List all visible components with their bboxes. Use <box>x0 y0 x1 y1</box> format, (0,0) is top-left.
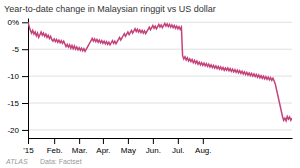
x-tick-mark <box>54 138 55 144</box>
x-tick-mark <box>153 138 154 144</box>
x-tick-label: Aug. <box>195 146 211 155</box>
x-tick: Jun. <box>146 138 161 155</box>
x-tick-label: Jun. <box>146 146 161 155</box>
y-tick-label: -20 <box>7 126 19 135</box>
y-axis: 0% -5 -10 -15 -20 <box>7 18 28 138</box>
grid-line <box>28 22 292 23</box>
grid-line <box>28 103 292 104</box>
x-tick-mark <box>203 138 204 144</box>
x-tick: Apr. <box>96 138 110 155</box>
x-axis-line <box>29 138 293 139</box>
y-tick-mark <box>22 130 28 131</box>
x-tick-mark <box>128 138 129 144</box>
x-tick-label: Jul. <box>172 146 184 155</box>
x-tick: May <box>121 138 136 155</box>
y-tick-label: 0% <box>7 18 19 27</box>
title: Year-to-date change in Malaysian ringgit… <box>4 4 216 14</box>
x-tick-mark <box>178 138 179 144</box>
x-tick: Aug. <box>195 138 211 155</box>
y-tick-label: -15 <box>7 99 19 108</box>
y-tick: 0% <box>7 18 28 27</box>
grid-line <box>28 49 292 50</box>
x-tick: Feb. <box>47 138 63 155</box>
y-tick-mark <box>22 49 28 50</box>
x-tick-label: Feb. <box>47 146 63 155</box>
y-tick: -15 <box>7 99 28 108</box>
x-axis: '15 Feb. Mar. Apr. May Jun. Jul. Aug. <box>23 138 292 155</box>
y-tick-mark <box>22 22 28 23</box>
annotation: Data: Factset <box>40 158 82 165</box>
line <box>28 22 292 120</box>
plot-area: 0% -5 -10 -15 -20 '15 Feb. Mar. Apr. May Jun. Jul. A… <box>7 18 292 154</box>
x-tick: '15 <box>23 138 34 155</box>
x-tick: Mar. <box>72 138 88 155</box>
chart-container: 0% -5 -10 -15 -20 '15 Feb. Mar. Apr. May Jun. Jul. A… <box>0 0 300 168</box>
x-tick-label: Apr. <box>96 146 110 155</box>
y-tick: -10 <box>7 72 28 81</box>
y-tick-mark <box>22 103 28 104</box>
x-tick-mark <box>103 138 104 144</box>
x-tick: Jul. <box>172 138 184 155</box>
chart-svg: 0% -5 -10 -15 -20 '15 Feb. Mar. Apr. May Jun. Jul. A… <box>0 0 300 168</box>
y-tick-mark <box>22 76 28 77</box>
y-tick: -5 <box>12 45 28 54</box>
x-tick-mark <box>79 138 80 144</box>
annotation: ATLAS <box>5 158 28 165</box>
y-tick: -20 <box>7 126 28 135</box>
y-tick-label: -5 <box>12 45 20 54</box>
grid <box>28 22 292 130</box>
x-tick-label: Mar. <box>72 146 88 155</box>
y-tick-label: -10 <box>7 72 19 81</box>
marks <box>28 22 292 120</box>
x-tick-mark <box>28 138 29 144</box>
y-axis-line <box>28 19 29 139</box>
grid-line <box>28 129 292 130</box>
x-tick-label: '15 <box>23 146 34 155</box>
x-tick-label: May <box>121 146 136 155</box>
